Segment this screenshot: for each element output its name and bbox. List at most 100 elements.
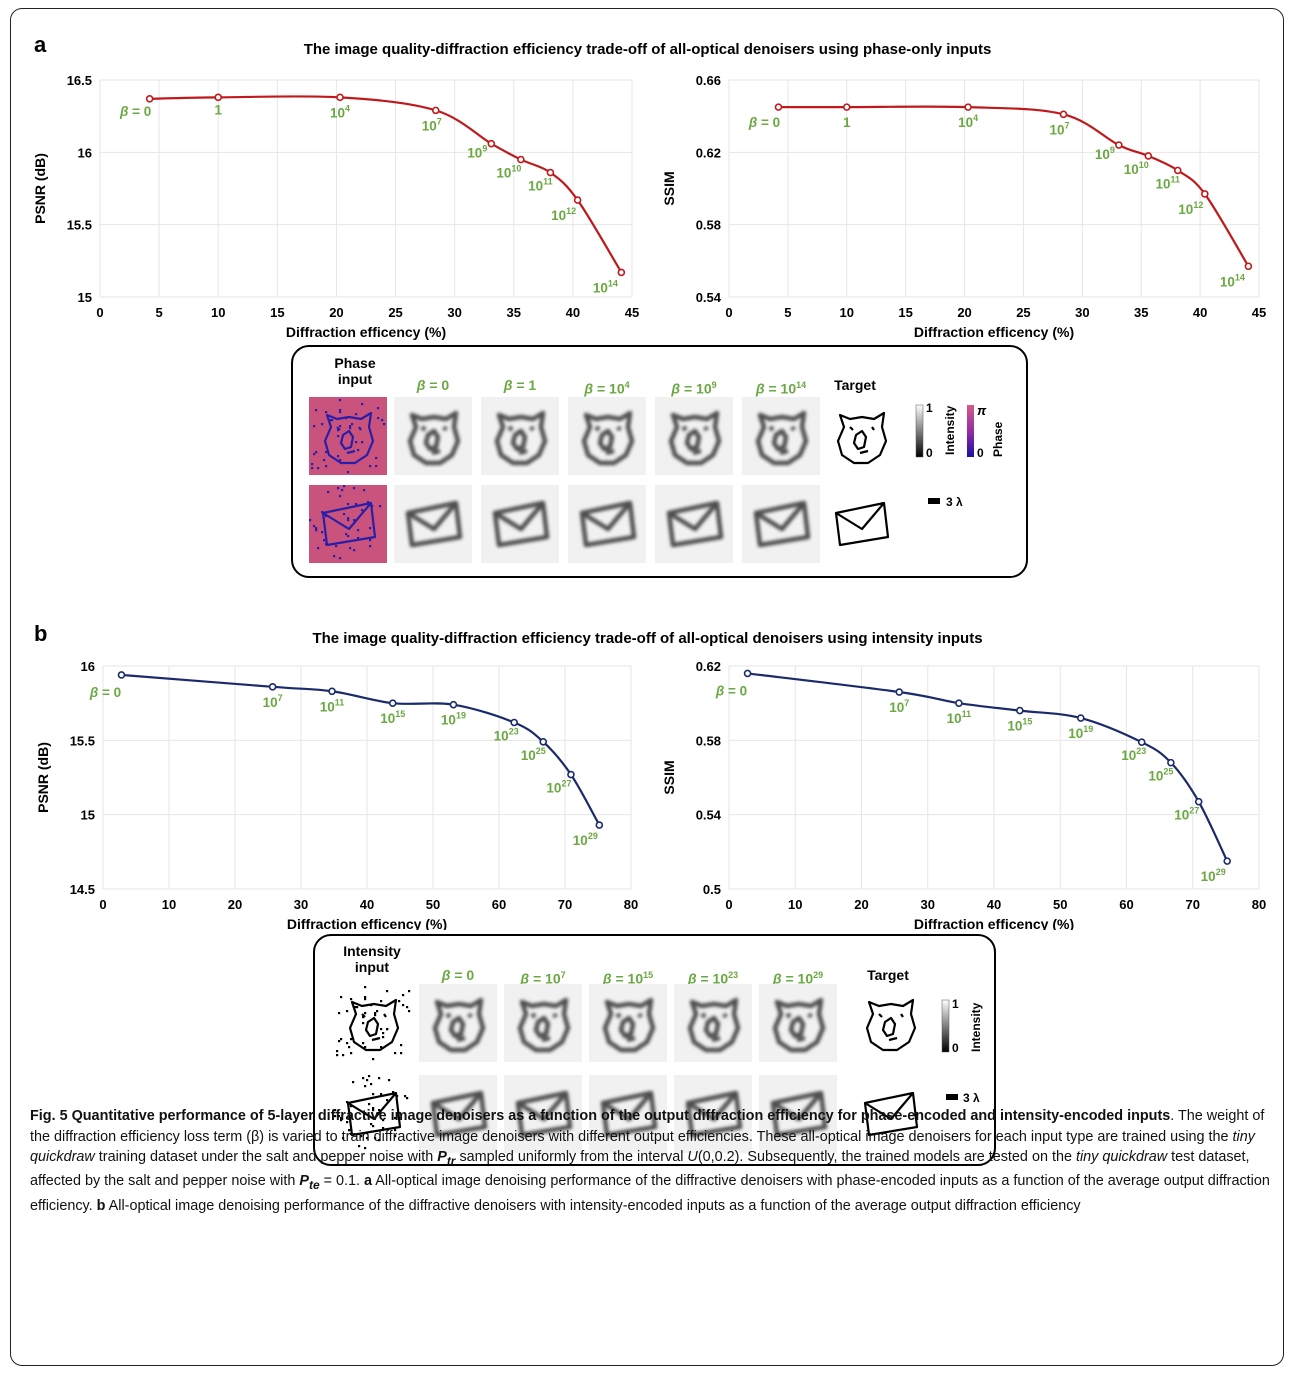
gallery-b-input-header: Intensity input (343, 943, 401, 975)
data-point (743, 669, 752, 678)
point-label: 1015 (1007, 717, 1032, 734)
gallery-a-beta-header: β = 0 (416, 377, 450, 393)
chart-a-psnr: 0 5 10 15 20 25 30 35 40 45 15 15.5 16 16.5 Diffractio… (32, 73, 639, 340)
gallery-b-beta-header: β = 107 (520, 970, 566, 987)
y-axis-label: SSIM (661, 760, 677, 794)
gallery-a-frame (291, 345, 1028, 578)
panel-b-title: The image quality-diffraction efficiency… (312, 630, 983, 647)
x-tick-label: 25 (388, 305, 402, 320)
gallery-a-output-image (568, 397, 646, 475)
x-tick-label: 80 (624, 897, 638, 912)
gallery-a-target-header: Target (834, 377, 876, 393)
gallery-b-beta-header: β = 1023 (687, 970, 739, 987)
gallery-a-output-image (655, 485, 733, 563)
intensity-max-label: 1 (952, 997, 959, 1011)
data-point (268, 683, 277, 691)
x-tick-label: 20 (329, 305, 343, 320)
y-tick-label: 16 (81, 659, 95, 674)
x-tick-label: 40 (566, 305, 580, 320)
point-label: 107 (422, 116, 442, 133)
panel-a-letter: a (34, 32, 47, 57)
x-tick-label: 20 (228, 897, 242, 912)
chart-b-psnr: 0 10 20 30 40 50 60 70 80 14.5 15 15.5 16 Diffraction… (35, 659, 638, 930)
series-line (149, 95, 623, 273)
data-point (842, 103, 851, 111)
y-tick-label: 0.66 (696, 73, 721, 88)
gallery-b-output-image (419, 1075, 497, 1153)
x-tick-label: 0 (725, 897, 732, 912)
gallery-b-output-image (504, 984, 582, 1062)
data-point (1144, 152, 1153, 160)
intensity-min-label: 0 (926, 446, 933, 460)
gallery-b-target-image (851, 1075, 929, 1153)
gallery-a-output-image (394, 397, 472, 475)
data-point (1137, 738, 1146, 746)
gallery-b-input-image (334, 984, 412, 1062)
point-label: 1019 (441, 711, 466, 728)
figure-caption: Fig. 5 Quantitative performance of 5-lay… (30, 1108, 1270, 1214)
point-label: 107 (263, 693, 283, 710)
x-tick-label: 10 (788, 897, 802, 912)
x-tick-label: 40 (1193, 305, 1207, 320)
y-tick-label: 15 (78, 290, 92, 305)
data-point (1076, 714, 1085, 722)
series-line (778, 105, 1250, 267)
y-tick-label: 16.5 (67, 73, 92, 88)
data-point (539, 738, 548, 746)
x-tick-label: 30 (294, 897, 308, 912)
x-tick-label: 35 (507, 305, 521, 320)
x-axis-label: Diffraction efficency (%) (286, 324, 446, 340)
gallery-a-output-image (655, 397, 733, 475)
data-point (449, 700, 458, 709)
gallery-a-output-image (481, 485, 559, 563)
point-label: 104 (330, 103, 350, 120)
data-point (1194, 797, 1203, 806)
gallery-a-beta-header: β = 109 (671, 380, 717, 397)
y-tick-label: 0.5 (703, 882, 721, 897)
y-tick-label: 15.5 (67, 218, 92, 233)
intensity-bar-label: Intensity (943, 405, 957, 455)
data-point (595, 821, 604, 829)
x-axis-label: Diffraction efficency (%) (914, 916, 1074, 930)
x-tick-label: 40 (360, 897, 374, 912)
gallery-a-target-image (822, 397, 900, 475)
scale-bar-label: 3 λ (946, 495, 963, 509)
data-point (964, 103, 972, 111)
scale-bar (928, 498, 940, 504)
point-label: 1029 (573, 831, 598, 848)
intensity-colorbar (915, 404, 924, 458)
point-label: β = 0 (748, 115, 780, 130)
data-point (328, 687, 336, 696)
gallery-a-input-image (309, 397, 387, 475)
point-label: β = 0 (715, 683, 747, 698)
point-label: β = 0 (119, 104, 151, 119)
gallery-a-output-image (481, 397, 559, 475)
y-tick-label: 0.58 (696, 733, 721, 748)
data-point (214, 93, 223, 102)
gallery-a-output-image (742, 397, 820, 475)
gallery-b-colorbars: 1 0 Intensity 3 λ (941, 997, 983, 1105)
panel-b-letter: b (34, 621, 48, 646)
gallery-b-output-image (504, 1075, 582, 1153)
scale-bar-label: 3 λ (963, 1091, 980, 1105)
data-point (388, 699, 397, 707)
intensity-min-label: 0 (952, 1041, 959, 1055)
x-tick-label: 45 (625, 305, 639, 320)
data-point (546, 168, 555, 177)
y-axis-label: SSIM (661, 171, 677, 205)
panel-a-title: The image quality-diffraction efficiency… (303, 41, 992, 58)
x-tick-label: 5 (155, 305, 162, 320)
gallery-a-output-image (394, 485, 472, 563)
gallery-b-output-image (674, 984, 752, 1062)
point-label: 107 (889, 698, 909, 715)
point-label: 1025 (1148, 767, 1173, 784)
y-tick-label: 16 (78, 145, 92, 160)
data-point (1223, 857, 1232, 865)
x-tick-label: 70 (1186, 897, 1200, 912)
data-point (517, 155, 525, 164)
gallery-a-beta-header: β = 1014 (755, 380, 807, 397)
intensity-colorbar (941, 999, 950, 1053)
gallery-a-output-image (742, 485, 820, 563)
x-tick-label: 40 (987, 897, 1001, 912)
data-point (573, 196, 582, 204)
